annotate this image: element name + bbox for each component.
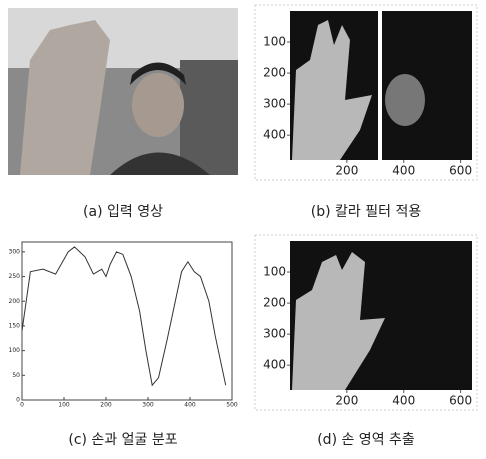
y-tick-label: 100 — [9, 347, 21, 354]
x-tick-label: 0 — [20, 402, 24, 409]
y-tick-label: 400 — [263, 358, 286, 372]
x-tick-label: 300 — [142, 402, 154, 409]
y-tick-label: 250 — [9, 273, 21, 280]
y-tick-label: 150 — [9, 322, 21, 329]
x-tick-label: 400 — [392, 394, 415, 408]
y-tick-label: 200 — [9, 298, 21, 305]
y-tick-label: 300 — [263, 327, 286, 341]
x-tick-label: 200 — [100, 402, 112, 409]
y-tick-label: 300 — [263, 97, 286, 111]
caption: (a) 입력 영상 — [83, 204, 163, 220]
caption: (c) 손과 얼굴 분포 — [68, 432, 177, 448]
x-tick-label: 200 — [335, 394, 358, 408]
y-tick-label: 300 — [9, 248, 21, 255]
hand-region-image — [290, 241, 472, 390]
x-tick-label: 400 — [392, 164, 415, 178]
figure: (a) 입력 영상 (b) 칼라 필터 적용 (c) 손과 얼굴 분포 (d) 손 영… — [0, 0, 486, 455]
y-tick-label: 50 — [12, 372, 20, 379]
y-tick-label: 400 — [263, 128, 286, 142]
y-tick-label: 100 — [263, 265, 286, 279]
x-tick-label: 100 — [58, 402, 70, 409]
x-tick-label: 400 — [184, 402, 196, 409]
x-tick-label: 200 — [335, 164, 358, 178]
caption: (b) 칼라 필터 적용 — [311, 204, 422, 220]
filtered-image — [290, 11, 472, 160]
page: (a) 입력 영상 (b) 칼라 필터 적용 (c) 손과 얼굴 분포 (d) 손 영… — [0, 0, 486, 459]
distribution-line — [22, 247, 226, 385]
y-tick-label: 200 — [263, 66, 286, 80]
caption: (d) 손 영역 추출 — [317, 432, 415, 448]
x-tick-label: 500 — [226, 402, 238, 409]
input-photo — [8, 8, 238, 175]
y-tick-label: 200 — [263, 296, 286, 310]
x-tick-label: 600 — [449, 394, 472, 408]
y-tick-label: 100 — [263, 35, 286, 49]
x-tick-label: 600 — [449, 164, 472, 178]
